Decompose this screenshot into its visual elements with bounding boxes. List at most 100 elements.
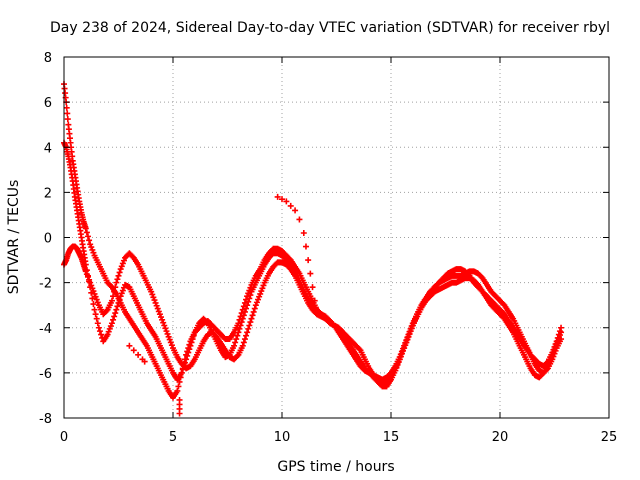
data-point [90,249,97,256]
data-point [112,310,119,317]
data-point [245,325,252,332]
y-tick-label: -4 [39,322,52,337]
y-tick-label: 2 [44,186,52,201]
data-point [305,257,312,264]
y-tick-label: -8 [39,412,52,427]
data-point [403,337,410,344]
data-point [552,341,559,348]
data-point [407,325,414,332]
data-point [105,328,112,335]
data-point [104,331,111,338]
data-point [154,305,161,312]
y-tick-label: -6 [39,367,52,382]
data-point [302,243,309,250]
data-point [236,325,243,332]
data-point [189,336,196,343]
data-point [247,319,254,326]
data-point [150,294,157,301]
data-point [555,331,562,338]
data-point [251,305,258,312]
data-point [404,334,411,341]
data-point [158,314,165,321]
data-point [401,342,408,349]
data-point [106,325,113,332]
x-tick-label: 5 [169,430,177,445]
data-point [90,301,97,308]
data-point [84,233,91,240]
data-point [239,315,246,322]
data-point [155,308,162,315]
data-point [188,339,195,346]
data-point [82,268,89,275]
data-point [168,342,175,349]
data-point [116,269,123,276]
x-axis-label: GPS time / hours [277,459,394,475]
data-point [183,356,190,363]
data-point [141,358,148,365]
data-point [64,110,71,117]
data-point [247,292,254,299]
data-point [107,323,114,330]
data-markers [61,81,565,417]
data-point [186,346,193,353]
data-point [174,387,181,394]
data-point [165,333,172,340]
data-point [190,332,197,339]
data-point [309,284,316,291]
data-point [296,216,303,223]
data-point [112,284,119,291]
data-point [252,302,259,309]
data-point [152,299,159,306]
data-point [255,296,262,303]
data-point [164,330,171,337]
data-point [253,299,260,306]
data-point [187,342,194,349]
data-point [234,332,241,339]
data-point [117,293,124,300]
data-point [408,323,415,330]
data-point [244,302,251,309]
data-point [92,293,99,300]
data-point [178,369,185,376]
data-point [558,324,565,331]
data-point [283,198,290,205]
data-point [93,315,100,322]
data-point [88,282,95,289]
data-point [87,279,94,286]
data-point [287,202,294,209]
data-point [149,291,156,298]
data-point [119,260,126,267]
data-point [117,266,124,273]
data-point [240,312,247,319]
data-point [161,322,168,329]
data-point [243,305,250,312]
data-point [396,354,403,361]
data-point [156,311,163,318]
data-point [184,352,191,359]
data-point [550,346,557,353]
data-point [241,336,248,343]
data-point [83,229,90,236]
data-point [246,322,253,329]
data-point [398,348,405,355]
data-point [108,297,115,304]
x-tick-label: 15 [383,430,400,445]
data-point [163,328,170,335]
data-point [89,246,96,253]
data-point [246,295,253,302]
data-point [110,293,117,300]
data-point [167,339,174,346]
data-point [539,371,546,378]
data-point [235,329,242,336]
y-tick-label: 4 [44,141,52,156]
y-tick-label: 0 [44,232,52,247]
data-point [82,225,89,232]
x-tick-label: 25 [601,430,618,445]
data-point [113,279,120,286]
data-point [176,410,183,417]
data-point [300,229,307,236]
data-point [115,272,122,279]
data-point [162,325,169,332]
data-point [231,342,238,349]
data-point [244,329,251,336]
